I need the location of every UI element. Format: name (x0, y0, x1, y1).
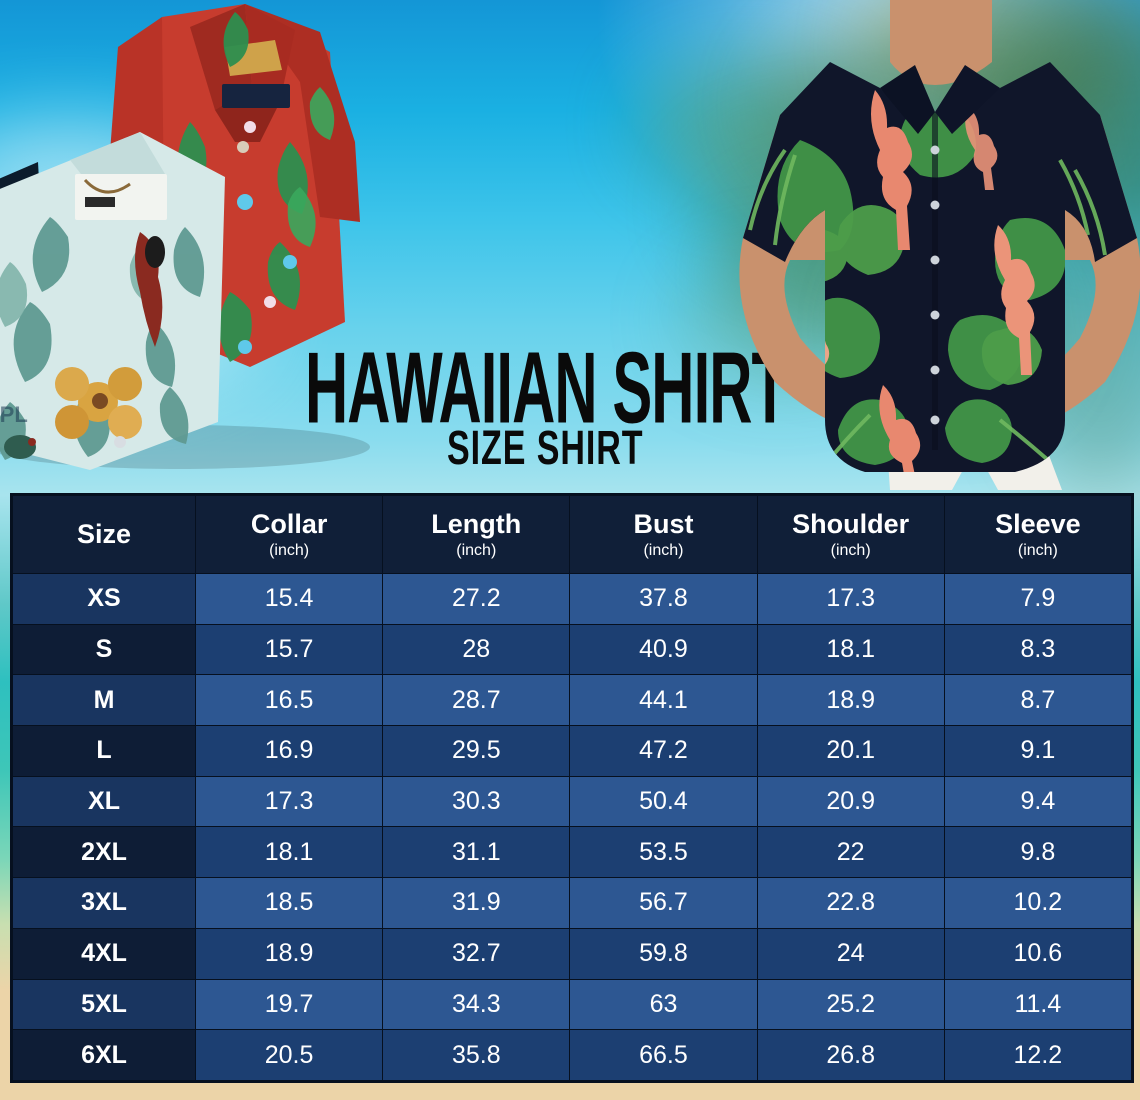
svg-text:EPL: EPL (0, 402, 28, 427)
